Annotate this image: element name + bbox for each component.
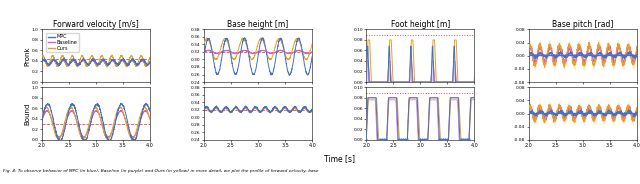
Point: [419, 138, 429, 141]
Text: Fig. 4: To observe behavior of MPC (in blue), Baseline (in purple) and Ours (in : Fig. 4: To observe behavior of MPC (in b…: [3, 169, 319, 173]
Y-axis label: Pronk: Pronk: [24, 46, 30, 66]
Point: [400, 138, 410, 141]
Title: Base pitch [rad]: Base pitch [rad]: [552, 20, 613, 29]
Point: [361, 138, 371, 141]
Point: [417, 138, 427, 141]
Point: [421, 138, 431, 141]
Point: [440, 138, 451, 141]
Point: [397, 138, 408, 141]
Point: [438, 138, 449, 141]
Point: [378, 138, 388, 141]
Point: [436, 138, 447, 141]
Point: [415, 138, 425, 141]
Point: [434, 138, 444, 141]
Legend: MPC, Baseline, Ours: MPC, Baseline, Ours: [46, 33, 79, 52]
Point: [381, 138, 391, 141]
Point: [456, 138, 466, 141]
Point: [458, 138, 468, 141]
Point: [460, 138, 470, 141]
Point: [376, 138, 387, 141]
Point: [396, 138, 406, 141]
Point: [394, 138, 404, 141]
Point: [374, 138, 385, 141]
Title: Base height [m]: Base height [m]: [227, 20, 289, 29]
Point: [442, 138, 452, 141]
Point: [402, 138, 412, 141]
Text: Time [s]: Time [s]: [324, 154, 355, 163]
Title: Forward velocity [m/s]: Forward velocity [m/s]: [53, 20, 139, 29]
Title: Foot height [m]: Foot height [m]: [391, 20, 450, 29]
Point: [463, 138, 474, 141]
Point: [461, 138, 472, 141]
Y-axis label: Bound: Bound: [24, 102, 30, 125]
